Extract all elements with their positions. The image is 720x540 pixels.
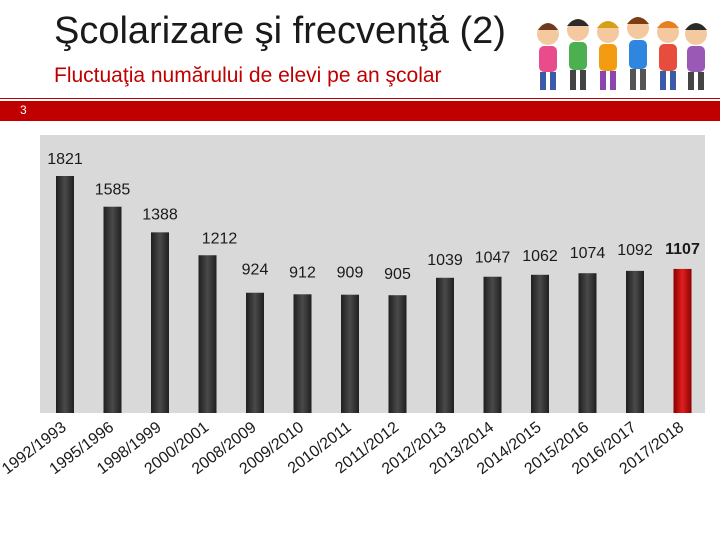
value-label: 912 [289, 264, 316, 281]
value-label: 1039 [427, 252, 463, 269]
bar-2012/2013 [436, 277, 454, 413]
x-tick-labels: 1992/19931995/19961998/19992000/20012008… [0, 419, 687, 478]
bar-2014/2015 [531, 274, 549, 413]
value-label: 905 [384, 266, 411, 283]
value-label: 1107 [665, 241, 700, 258]
page-subtitle: Fluctuaţia numărului de elevi pe an şcol… [54, 64, 442, 87]
value-label: 1092 [617, 242, 653, 259]
value-label: 1074 [570, 245, 606, 262]
bar-2008/2009 [246, 292, 264, 413]
bar-1998/1999 [151, 232, 169, 413]
page-number-bar: 3 [0, 101, 720, 121]
value-label: 924 [242, 262, 269, 279]
bar-1992/1993 [56, 176, 74, 413]
child-figures [537, 17, 707, 90]
value-label: 1062 [522, 248, 558, 265]
bar-2009/2010 [293, 294, 312, 413]
bar-2000/2001 [198, 255, 217, 413]
page-number: 3 [20, 103, 27, 117]
bar-2010/2011 [341, 294, 359, 413]
bar-series [56, 176, 692, 413]
bar-2011/2012 [388, 295, 407, 413]
bar-2016/2017 [626, 270, 644, 413]
bar-2015/2016 [578, 273, 597, 413]
value-label: 1585 [95, 182, 131, 199]
page-title: Şcolarizare şi frecvenţă (2) [54, 10, 506, 52]
header-rule [0, 98, 720, 99]
bar-1995/1996 [103, 206, 122, 413]
value-label: 1212 [202, 230, 238, 247]
value-label: 1047 [475, 250, 511, 267]
value-label: 1821 [47, 151, 83, 168]
bar-2017/2018 [673, 268, 692, 413]
bar-2013/2014 [483, 276, 502, 413]
value-label: 909 [337, 265, 364, 282]
plot-area [40, 135, 705, 413]
children-group-icon [537, 17, 707, 90]
value-label: 1388 [142, 206, 178, 223]
